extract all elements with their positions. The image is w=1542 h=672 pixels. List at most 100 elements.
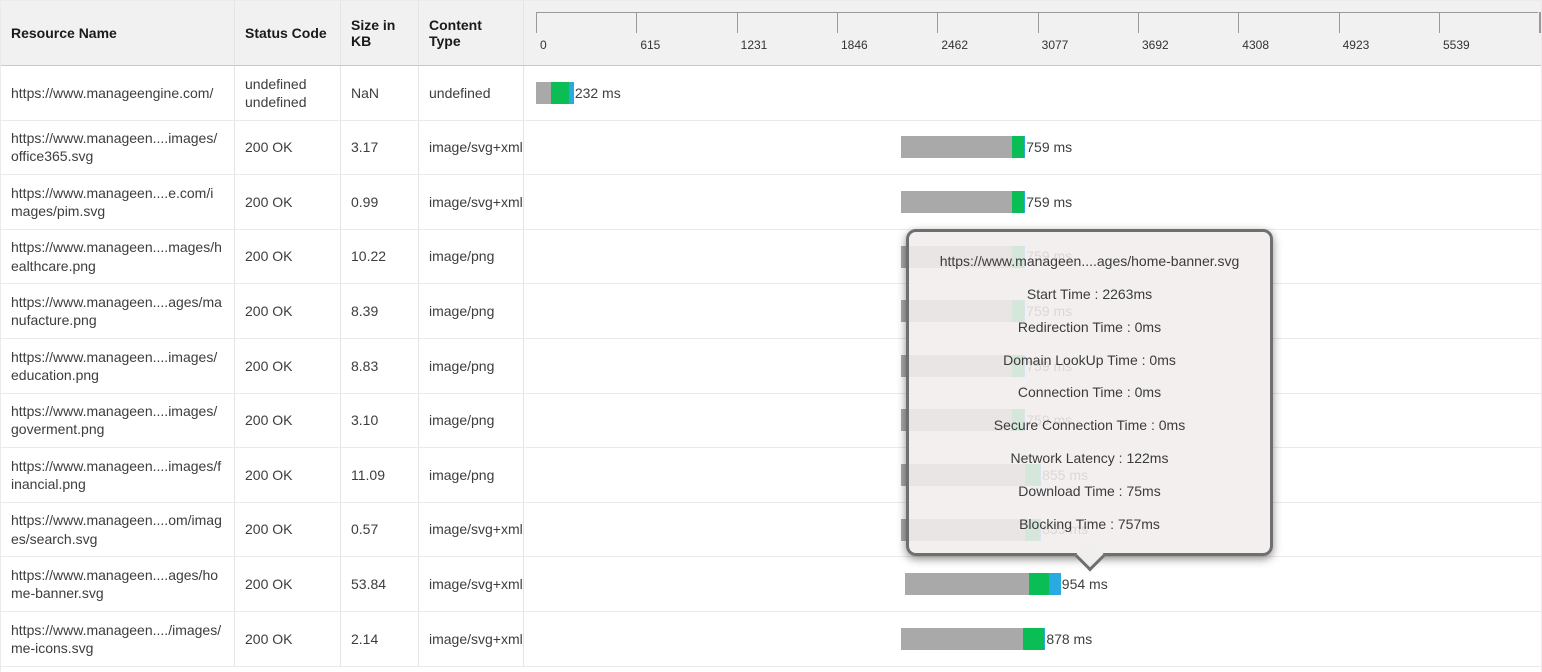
- tooltip-metric-line: Download Time : 75ms: [1018, 483, 1161, 500]
- size-in-kb-cell: 8.39: [341, 284, 419, 338]
- table-row[interactable]: https://www.manageen..../images/me-icons…: [1, 611, 1541, 667]
- resource-name-cell-text: https://www.manageengine.com/: [11, 84, 214, 101]
- resource-name-cell: https://www.manageen....images/education…: [1, 338, 235, 393]
- status-code-cell: 200 OK: [235, 338, 341, 393]
- network-latency-segment[interactable]: [1028, 573, 1049, 596]
- resource-name-cell: https://www.manageengine.com/: [1, 66, 235, 120]
- download-time-segment[interactable]: [1024, 190, 1026, 213]
- table-header-row: Resource Name Status Code Size in KB Con…: [1, 1, 1541, 66]
- network-latency-segment[interactable]: [1011, 136, 1025, 159]
- axis-tick: [937, 12, 939, 33]
- col-header-size-in-kb: Size in KB: [341, 1, 419, 65]
- size-in-kb-cell: 0.99: [341, 175, 419, 229]
- network-latency-segment[interactable]: [1023, 627, 1045, 650]
- bar-duration-label: 232 ms: [574, 84, 621, 101]
- status-code-cell: undefined undefined: [235, 66, 341, 120]
- tooltip-metric-line: Connection Time : 0ms: [1017, 384, 1162, 401]
- status-code-cell-text: 200 OK: [245, 139, 293, 156]
- content-type-cell-text: image/svg+xml: [429, 139, 523, 156]
- table-row[interactable]: https://www.manageengine.com/undefined u…: [1, 66, 1541, 121]
- status-code-cell-text: 200 OK: [245, 357, 293, 374]
- axis-tick: [836, 12, 838, 33]
- table-row[interactable]: https://www.manageen....mages/healthcare…: [1, 229, 1541, 285]
- resource-name-cell: https://www.manageen..../images/me-icons…: [1, 611, 235, 666]
- content-type-cell-text: image/svg+xml: [429, 193, 523, 210]
- tooltip-metric-line: Secure Connection Time : 0ms: [993, 417, 1186, 434]
- table-row[interactable]: https://www.manageen....ages/home-banner…: [1, 557, 1541, 612]
- resource-name-cell-text: https://www.manageen....images/education…: [11, 348, 218, 383]
- timing-bar[interactable]: 878 ms: [901, 627, 1092, 650]
- content-type-cell: image/svg+xml: [419, 120, 524, 175]
- axis-tick-label: 3692: [1141, 38, 1169, 52]
- size-in-kb-cell-text: 0.57: [351, 521, 379, 538]
- content-type-cell: image/png: [419, 448, 524, 502]
- download-time-segment[interactable]: [1048, 573, 1061, 596]
- table-row[interactable]: https://www.manageen....e.com/images/pim…: [1, 175, 1541, 230]
- table-row[interactable]: https://www.manageen....images/education…: [1, 338, 1541, 394]
- status-code-cell: 200 OK: [235, 557, 341, 611]
- timing-bar[interactable]: 759 ms: [901, 190, 1072, 213]
- table-row[interactable]: https://www.manageen....ages/manufacture…: [1, 284, 1541, 339]
- size-in-kb-cell: 11.09: [341, 448, 419, 502]
- status-code-cell-text: 200 OK: [245, 466, 293, 483]
- timing-bar[interactable]: 954 ms: [905, 573, 1108, 596]
- resource-name-cell-text: https://www.manageen....ages/manufacture…: [11, 293, 222, 329]
- table-row[interactable]: https://www.manageen....images/goverment…: [1, 393, 1541, 449]
- content-type-cell: undefined: [419, 66, 524, 120]
- blocking-time-segment[interactable]: [536, 81, 552, 104]
- content-type-cell-text: image/svg+xml: [429, 576, 523, 593]
- axis-end-tick: [1539, 12, 1541, 33]
- download-time-segment[interactable]: [1044, 627, 1046, 650]
- col-header-content-type: Content Type: [419, 1, 524, 65]
- axis-line: [536, 12, 1538, 13]
- content-type-cell: image/png: [419, 284, 524, 338]
- download-time-segment[interactable]: [1024, 136, 1026, 159]
- download-time-segment[interactable]: [569, 81, 574, 104]
- resource-name-cell: https://www.manageen....images/financial…: [1, 448, 235, 502]
- status-code-cell-text: 200 OK: [245, 630, 293, 647]
- status-code-cell-text: 200 OK: [245, 576, 293, 593]
- table-row[interactable]: https://www.manageen....images/office365…: [1, 120, 1541, 176]
- table-row[interactable]: https://www.manageen....om/images/search…: [1, 502, 1541, 558]
- status-code-cell-text: 200 OK: [245, 193, 293, 210]
- col-header-resource-name: Resource Name: [1, 1, 235, 65]
- tooltip-metric-line: Start Time : 2263ms: [1026, 285, 1153, 302]
- timing-bar[interactable]: 759 ms: [901, 136, 1073, 159]
- axis-tick: [1137, 12, 1139, 33]
- size-in-kb-cell-text: 3.17: [351, 139, 379, 156]
- axis-tick: [536, 12, 537, 33]
- size-in-kb-cell-text: 10.22: [351, 248, 387, 265]
- status-code-cell: 200 OK: [235, 448, 341, 502]
- timeline-cell: 232 ms: [524, 66, 1541, 120]
- axis-tick-label: 1231: [740, 38, 768, 52]
- blocking-time-segment[interactable]: [901, 136, 1012, 159]
- tooltip-metric-line: Blocking Time : 757ms: [1019, 516, 1160, 533]
- resource-name-cell-text: https://www.manageen....mages/healthcare…: [11, 239, 222, 274]
- size-in-kb-cell-text: 53.84: [351, 576, 387, 593]
- axis-tick: [1438, 12, 1440, 33]
- size-in-kb-cell: 10.22: [341, 229, 419, 284]
- tooltip-metric-line: Network Latency : 122ms: [1010, 450, 1169, 467]
- network-latency-segment[interactable]: [1011, 190, 1025, 213]
- table-row[interactable]: https://www.manageen....images/financial…: [1, 448, 1541, 503]
- blocking-time-segment[interactable]: [901, 627, 1024, 650]
- resource-name-cell: https://www.manageen....images/office365…: [1, 120, 235, 175]
- blocking-time-segment[interactable]: [905, 573, 1029, 596]
- content-type-cell-text: image/png: [429, 357, 495, 374]
- size-in-kb-cell: 3.17: [341, 120, 419, 175]
- col-header-status-code: Status Code: [235, 1, 341, 65]
- timeline-cell: 954 ms: [524, 557, 1541, 611]
- bar-duration-label: 759 ms: [1026, 139, 1073, 156]
- resource-name-cell-text: https://www.manageen....images/office365…: [11, 130, 218, 165]
- timing-bar[interactable]: 232 ms: [536, 81, 621, 104]
- resource-name-cell-text: https://www.manageen....e.com/images/pim…: [11, 184, 214, 219]
- resource-name-cell: https://www.manageen....mages/healthcare…: [1, 229, 235, 284]
- content-type-cell: image/png: [419, 393, 524, 448]
- timeline-cell: 878 ms: [524, 612, 1541, 666]
- blocking-time-segment[interactable]: [901, 190, 1012, 213]
- network-latency-segment[interactable]: [551, 81, 570, 104]
- content-type-cell: image/svg+xml: [419, 175, 524, 229]
- timeline-cell: 759 ms: [524, 175, 1541, 229]
- content-type-cell: image/svg+xml: [419, 557, 524, 611]
